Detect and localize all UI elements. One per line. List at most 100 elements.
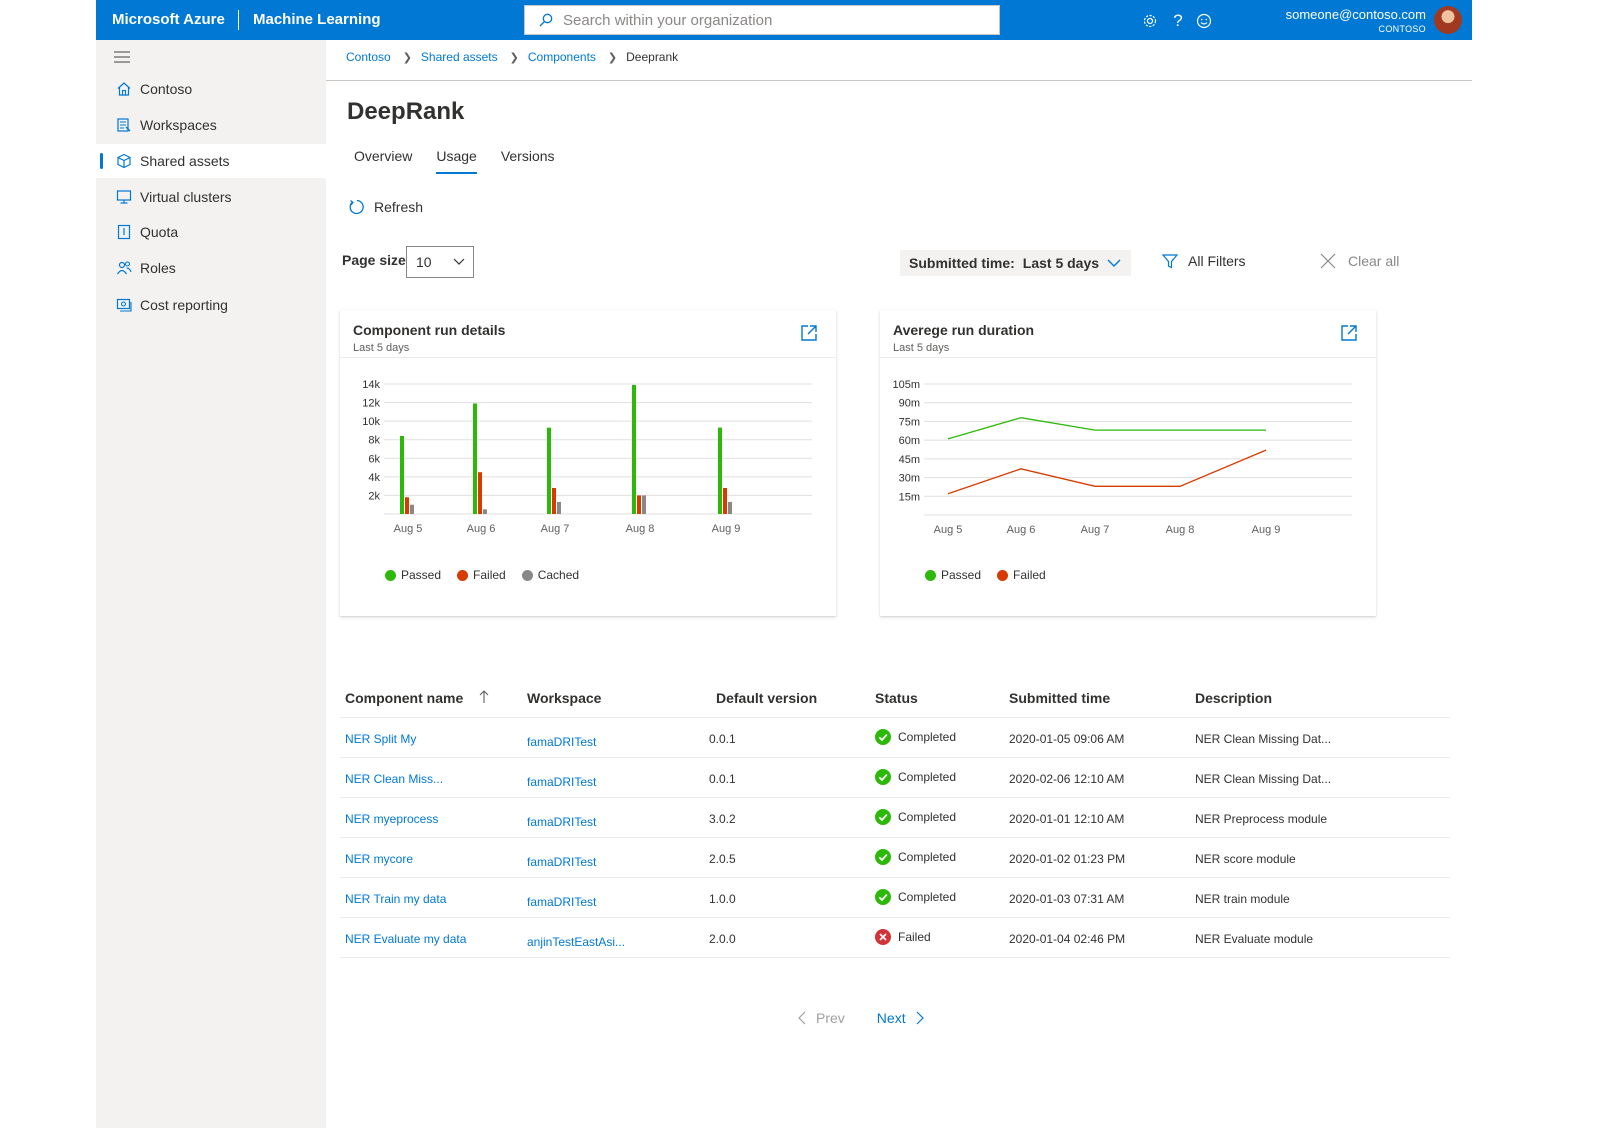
- component-name-link[interactable]: NER Evaluate my data: [345, 932, 467, 946]
- bar-cached-aug-9[interactable]: [728, 501, 732, 514]
- workspace-link[interactable]: famaDRITest: [527, 815, 597, 829]
- sidebar: Contoso Workspaces Shared assets Virtual…: [96, 40, 326, 1128]
- legend-failed[interactable]: Failed: [457, 568, 506, 582]
- sidebar-item-roles[interactable]: Roles: [96, 251, 326, 285]
- workspace-link[interactable]: anjinTestEastAsi...: [527, 935, 626, 949]
- column-header-component-name[interactable]: Component name: [345, 690, 489, 706]
- column-header-status[interactable]: Status: [875, 690, 918, 706]
- table-row[interactable]: NER Train my data famaDRITest 1.0.0 Complet…: [340, 878, 1450, 918]
- default-version: 2.0.0: [709, 932, 736, 946]
- bar-failed-aug-8[interactable]: [637, 495, 641, 514]
- bar-passed-aug-5[interactable]: [400, 436, 404, 514]
- sidebar-item-label: Cost reporting: [140, 297, 228, 313]
- error-icon: [875, 929, 891, 945]
- bar-passed-aug-6[interactable]: [473, 403, 477, 515]
- column-header-default-version[interactable]: Default version: [716, 690, 818, 706]
- product-name[interactable]: Machine Learning: [253, 11, 381, 28]
- tab-usage[interactable]: Usage: [436, 148, 478, 174]
- legend-passed[interactable]: Passed: [925, 568, 981, 582]
- x-tick-label: Aug 8: [626, 523, 655, 535]
- column-header-workspace[interactable]: Workspace: [527, 690, 602, 706]
- line-series-failed[interactable]: [947, 449, 1267, 495]
- sidebar-item-workspaces[interactable]: Workspaces: [96, 108, 326, 142]
- sidebar-item-quota[interactable]: Quota: [96, 215, 326, 249]
- open-in-new-icon[interactable]: [800, 324, 818, 342]
- next-page-button[interactable]: Next: [877, 1010, 924, 1026]
- y-tick-label: 90m: [899, 398, 920, 410]
- tab-versions[interactable]: Versions: [500, 148, 555, 164]
- workspace-link[interactable]: famaDRITest: [527, 735, 597, 749]
- component-name-link[interactable]: NER myeprocess: [345, 812, 439, 826]
- brand-link[interactable]: Microsoft Azure: [112, 11, 225, 28]
- table-row[interactable]: NER myeprocess famaDRITest 3.0.2 Completed 2…: [340, 798, 1450, 838]
- y-tick-label: 4k: [368, 472, 380, 484]
- legend-label: Failed: [473, 568, 506, 582]
- gear-icon[interactable]: [1140, 11, 1160, 31]
- help-icon[interactable]: ?: [1173, 11, 1183, 30]
- bar-failed-aug-6[interactable]: [478, 472, 482, 514]
- avatar[interactable]: [1434, 6, 1462, 34]
- prev-page-button[interactable]: Prev: [798, 1010, 845, 1026]
- sort-ascending-icon[interactable]: [479, 690, 489, 704]
- refresh-button[interactable]: Refresh: [348, 198, 423, 216]
- search-box[interactable]: [524, 5, 1000, 35]
- line-series-passed[interactable]: [947, 417, 1266, 440]
- table-row[interactable]: NER Clean Miss... famaDRITest 0.0.1 Complet…: [340, 758, 1450, 798]
- bar-cached-aug-8[interactable]: [642, 495, 646, 514]
- quota-icon: [117, 224, 131, 240]
- check-circle-icon: [875, 729, 891, 745]
- sidebar-item-virtual-clusters[interactable]: Virtual clusters: [96, 180, 326, 214]
- bar-failed-aug-9[interactable]: [723, 488, 727, 514]
- search-input[interactable]: [563, 11, 983, 29]
- card-title: Component run details: [353, 322, 506, 338]
- feedback-icon[interactable]: [1194, 11, 1214, 31]
- bar-cached-aug-6[interactable]: [483, 509, 487, 514]
- bar-chart: 2k 4k 6k 8k 10k 12k 14k Aug 5 Aug 6 Aug 7 Aug 8 Aug…: [362, 379, 812, 535]
- clear-all-button[interactable]: Clear all: [1320, 253, 1399, 269]
- sidebar-item-shared-assets[interactable]: Shared assets: [96, 144, 326, 178]
- workspaces-icon: [117, 118, 131, 132]
- check-circle-icon: [875, 889, 891, 905]
- legend-passed[interactable]: Passed: [385, 568, 441, 582]
- bar-passed-aug-8[interactable]: [632, 384, 636, 514]
- workspace-link[interactable]: famaDRITest: [527, 855, 597, 869]
- sidebar-item-cost-reporting[interactable]: Cost reporting: [96, 288, 326, 322]
- sidebar-item-contoso[interactable]: Contoso: [96, 72, 326, 106]
- bar-failed-aug-7[interactable]: [552, 488, 556, 514]
- column-header-description[interactable]: Description: [1195, 690, 1273, 706]
- bar-cached-aug-7[interactable]: [557, 501, 561, 514]
- bar-passed-aug-9[interactable]: [718, 427, 722, 514]
- tab-overview[interactable]: Overview: [354, 148, 413, 164]
- column-header-submitted-time[interactable]: Submitted time: [1009, 690, 1111, 706]
- submitted-time-filter[interactable]: Submitted time: Last 5 days: [900, 250, 1132, 276]
- chevron-right-icon: ❯: [607, 51, 618, 64]
- breadcrumb-shared-assets[interactable]: Shared assets: [420, 50, 498, 64]
- component-name-link[interactable]: NER Train my data: [345, 892, 447, 906]
- breadcrumb-contoso[interactable]: Contoso: [346, 50, 391, 64]
- status-cell: Completed: [875, 889, 956, 905]
- bar-passed-aug-7[interactable]: [547, 427, 551, 514]
- description: NER Clean Missing Dat...: [1195, 732, 1332, 746]
- close-icon: [1320, 253, 1336, 269]
- breadcrumb: Contoso ❯ Shared assets ❯ Components ❯ D…: [346, 50, 678, 64]
- breadcrumb-components[interactable]: Components: [527, 50, 596, 64]
- component-name-link[interactable]: NER mycore: [345, 852, 414, 866]
- bar-failed-aug-5[interactable]: [405, 497, 409, 514]
- workspace-link[interactable]: famaDRITest: [527, 775, 597, 789]
- description: NER Clean Missing Dat...: [1195, 772, 1332, 786]
- bar-cached-aug-5[interactable]: [410, 504, 414, 514]
- home-icon: [117, 82, 131, 96]
- workspace-link[interactable]: famaDRITest: [527, 895, 597, 909]
- legend-cached[interactable]: Cached: [521, 568, 579, 582]
- hamburger-menu-icon[interactable]: [114, 50, 130, 64]
- table-row[interactable]: NER Evaluate my data anjinTestEastAsi... 2…: [340, 918, 1450, 958]
- user-email[interactable]: someone@contoso.com: [1285, 7, 1426, 22]
- component-name-link[interactable]: NER Split My: [345, 732, 417, 746]
- all-filters-button[interactable]: All Filters: [1162, 253, 1246, 269]
- legend-failed[interactable]: Failed: [997, 568, 1046, 582]
- table-row[interactable]: NER Split My famaDRITest 0.0.1 Completed 202…: [340, 718, 1450, 758]
- open-in-new-icon[interactable]: [1340, 324, 1358, 342]
- component-name-link[interactable]: NER Clean Miss...: [345, 772, 444, 786]
- page-size-dropdown[interactable]: 10: [406, 246, 474, 278]
- table-row[interactable]: NER mycore famaDRITest 2.0.5 Completed 2020-…: [340, 838, 1450, 878]
